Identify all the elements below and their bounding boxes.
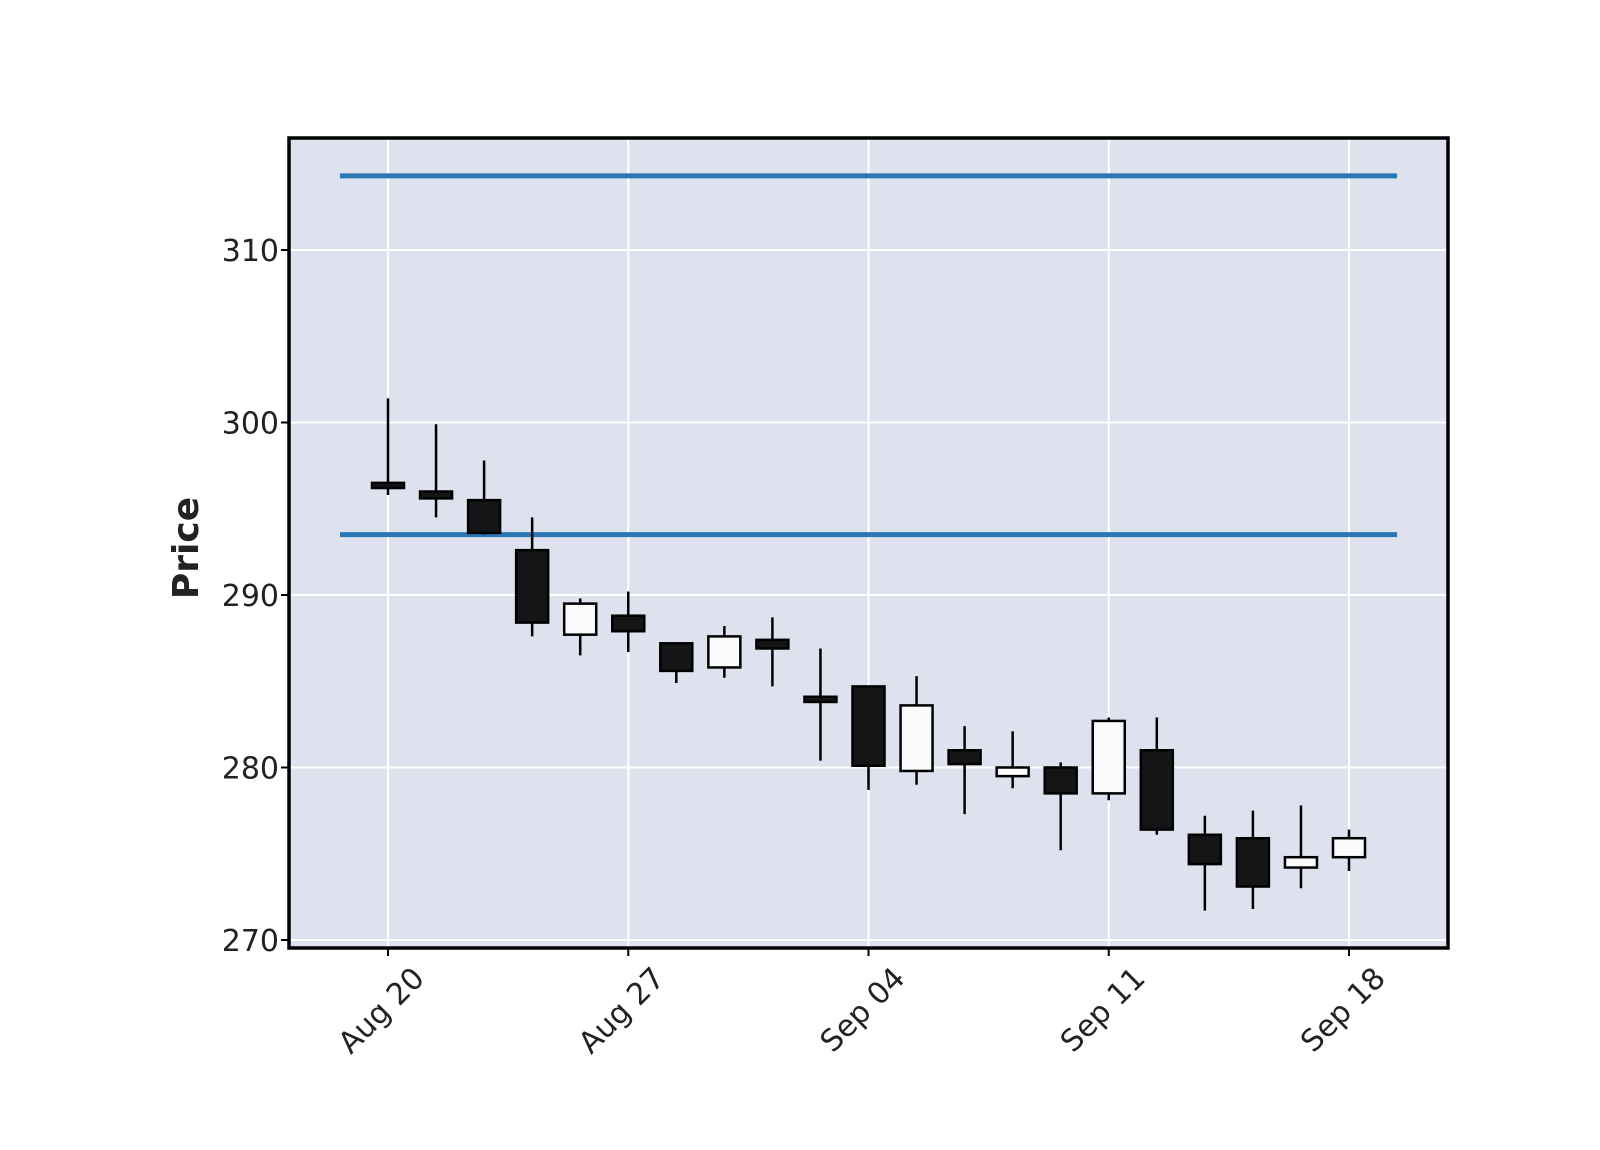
candle [707,626,742,678]
candle [418,424,454,518]
candle-body [1091,719,1126,795]
candle [1283,805,1319,889]
candle-body [1187,833,1223,866]
candle-body [755,638,790,650]
candle [562,598,598,656]
candle-body [1283,855,1319,869]
candles [370,398,1367,911]
candle-body [418,490,454,500]
candle-body [514,548,550,624]
candle [1139,717,1175,835]
x-tick-label: Sep 11 [1054,961,1152,1059]
candle-body [466,498,502,535]
candle-body [562,602,598,636]
y-tick-label: 300 [222,407,279,442]
candle [514,517,550,637]
candle [1331,829,1367,871]
candle-body [1043,766,1078,795]
candle [659,642,694,683]
candle-body [370,481,406,490]
candle-body [659,642,694,673]
x-tick-label: Sep 04 [814,961,912,1059]
candle [995,731,1030,789]
candle-body [899,704,934,773]
candle-body [851,685,886,768]
candle-body [1331,836,1367,859]
y-axis-ticks: 270 280 290 300 310 [222,234,289,959]
candle [611,591,646,652]
candle-body [707,635,742,669]
x-axis-ticks: Aug 20 Aug 27 Sep 04 Sep 11 Sep 18 [332,948,1393,1061]
candle [370,398,406,495]
candle [466,460,502,535]
candle-body [947,749,982,766]
candle-body [1235,836,1271,888]
horizontal-lines [339,173,1398,538]
candle [947,726,982,815]
x-tick-label: Aug 20 [332,961,432,1061]
x-tick-label: Sep 18 [1294,961,1392,1059]
candle-body [995,766,1030,778]
candle [899,676,934,785]
y-tick-label: 270 [222,924,279,959]
candle [1187,815,1223,911]
y-tick-label: 280 [222,752,279,787]
candle-body [611,614,646,633]
y-tick-label: 310 [222,234,279,269]
x-tick-label: Aug 27 [572,961,672,1061]
candle [803,648,838,761]
candle [1043,762,1078,851]
candle-body [803,695,838,704]
candle [851,685,886,790]
y-tick-label: 290 [222,579,279,614]
candle [755,617,790,687]
candle [1091,717,1126,801]
candle [1235,810,1271,909]
candle-body [1139,749,1175,831]
y-axis-label: Price [166,497,207,599]
